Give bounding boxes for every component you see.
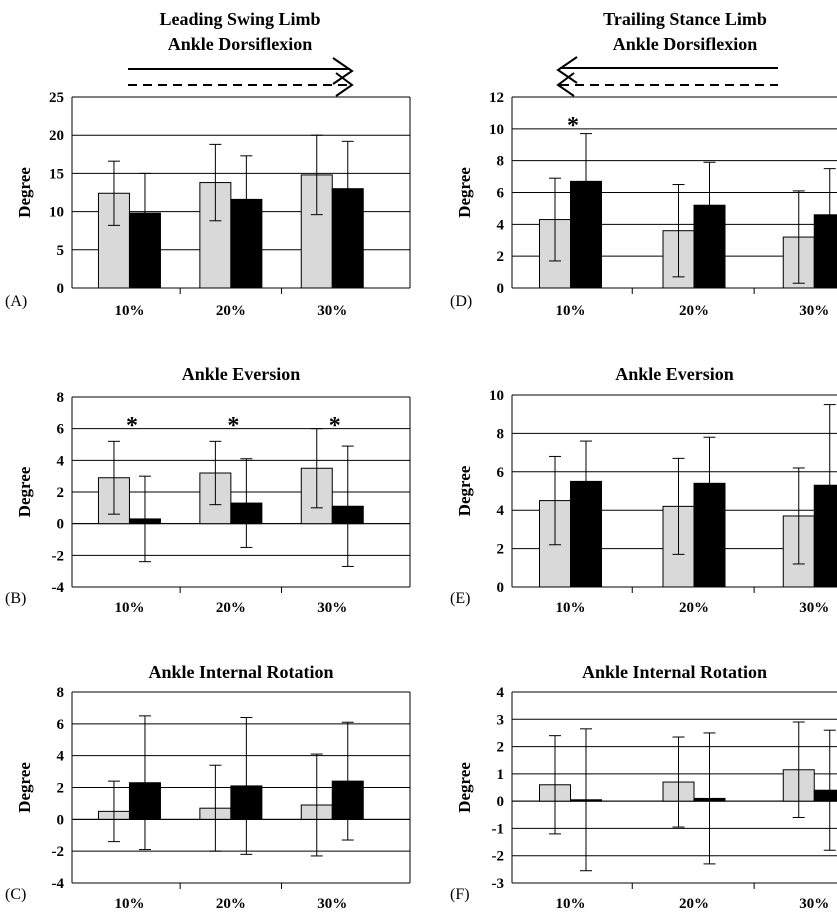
y-tick-label: -4 (52, 580, 65, 596)
y-tick-label: 2 (497, 542, 505, 558)
y-tick-label: 2 (497, 249, 505, 265)
x-tick-label: 10% (114, 896, 144, 912)
panel-label: (B) (5, 590, 26, 607)
y-axis-label: Degree (455, 167, 474, 218)
x-tick-label: 20% (679, 600, 709, 616)
y-tick-label: 0 (57, 517, 65, 533)
y-tick-label: 4 (497, 685, 505, 701)
right-header: Trailing Stance Limb Ankle Dorsiflexion (603, 9, 767, 54)
significance-marker: * (329, 413, 341, 439)
y-tick-label: 2 (57, 485, 65, 501)
y-tick-label: 2 (57, 781, 65, 797)
chart-panel-c: Ankle Internal Rotation -4 -2 0 2 4 6 8 10% 20% 30… (5, 662, 411, 912)
y-tick-label: 0 (57, 281, 65, 297)
significance-marker: * (567, 113, 579, 139)
y-tick-label: -2 (492, 849, 505, 865)
x-tick-label: 20% (679, 896, 709, 912)
y-tick-label: 5 (57, 243, 65, 259)
y-tick-label: 15 (49, 166, 64, 182)
y-tick-label: 4 (497, 503, 505, 519)
chart-panel-a: 0 5 10 15 20 25 10% 20% 30% Degree (A) (5, 90, 411, 319)
panel-label: (A) (5, 293, 27, 310)
y-tick-label: 6 (57, 717, 65, 733)
x-tick-label: 20% (216, 896, 246, 912)
y-axis-label: Degree (455, 762, 474, 813)
significance-marker: * (126, 413, 138, 439)
y-tick-label: 10 (49, 205, 64, 221)
right-arrow-icon (128, 57, 354, 97)
x-tick-label: 10% (556, 896, 586, 912)
x-tick-label: 20% (679, 303, 709, 319)
x-tick-label: 30% (317, 896, 347, 912)
y-axis-label: Degree (15, 762, 34, 813)
left-header-line-2: Ankle Dorsiflexion (168, 34, 313, 54)
y-tick-label: 4 (497, 217, 505, 233)
bar-series-2-30pct (813, 214, 837, 289)
right-header-line-2: Ankle Dorsiflexion (613, 34, 758, 54)
chart-panel-b: Ankle Eversion -4 -2 0 2 4 6 8 10% * 20% * 30% * Degre… (5, 364, 411, 616)
significance-marker: * (227, 413, 239, 439)
y-tick-label: 4 (57, 749, 65, 765)
chart-title: Ankle Internal Rotation (148, 662, 333, 682)
bar-series-2-30pct (813, 484, 837, 588)
y-tick-label: 2 (497, 740, 505, 756)
y-tick-label: 10 (489, 388, 504, 404)
panel-label: (E) (450, 590, 470, 607)
x-tick-label: 30% (799, 896, 829, 912)
chart-panel-e: Ankle Eversion 0 2 4 6 8 10 10% 20% 30% Degree (E) (450, 364, 837, 616)
y-tick-label: -2 (52, 844, 65, 860)
y-tick-label: 10 (489, 122, 504, 138)
chart-title: Ankle Eversion (182, 364, 301, 384)
y-axis-label: Degree (15, 167, 34, 218)
x-tick-label: 30% (799, 600, 829, 616)
x-tick-label: 30% (317, 600, 347, 616)
right-header-line-1: Trailing Stance Limb (603, 9, 767, 29)
y-tick-label: 4 (57, 453, 65, 469)
y-tick-label: 8 (497, 426, 505, 442)
x-tick-label: 30% (799, 303, 829, 319)
chart-panel-f: Ankle Internal Rotation -3 -2 -1 0 1 2 3 4 10% 20%… (450, 662, 837, 912)
panel-label: (C) (5, 886, 26, 903)
x-tick-label: 30% (317, 303, 347, 319)
chart-panel-d: 0 2 4 6 8 10 12 10% * 20% 30% Degree (D) (450, 90, 837, 319)
y-tick-label: 3 (497, 712, 505, 728)
left-header-line-1: Leading Swing Limb (159, 9, 320, 29)
y-tick-label: 6 (497, 465, 505, 481)
x-tick-label: 20% (216, 303, 246, 319)
y-axis-label: Degree (455, 465, 474, 516)
y-tick-label: -1 (492, 821, 505, 837)
y-tick-label: 0 (497, 794, 505, 810)
y-tick-label: -4 (52, 876, 65, 892)
left-arrow-icon (556, 56, 778, 97)
panel-label: (D) (450, 293, 472, 310)
y-tick-label: 12 (489, 90, 504, 106)
y-tick-label: 6 (57, 422, 65, 438)
y-tick-label: 6 (497, 186, 505, 202)
y-tick-label: -2 (52, 548, 65, 564)
left-header: Leading Swing Limb Ankle Dorsiflexion (159, 9, 320, 54)
x-tick-label: 10% (556, 303, 586, 319)
y-axis-label: Degree (15, 466, 34, 517)
y-tick-label: 0 (57, 812, 65, 828)
chart-title: Ankle Internal Rotation (582, 662, 767, 682)
y-tick-label: 0 (497, 281, 505, 297)
x-tick-label: 20% (216, 600, 246, 616)
y-tick-label: 8 (57, 685, 65, 701)
y-tick-label: 8 (497, 154, 505, 170)
y-tick-label: 0 (497, 580, 505, 596)
bar-series-2-30pct (813, 789, 837, 802)
chart-title: Ankle Eversion (615, 364, 734, 384)
y-tick-label: 20 (49, 128, 64, 144)
x-tick-label: 10% (556, 600, 586, 616)
x-tick-label: 10% (114, 600, 144, 616)
panel-label: (F) (450, 886, 470, 903)
y-tick-label: 8 (57, 390, 65, 406)
y-tick-label: 25 (49, 90, 64, 106)
y-tick-label: -3 (492, 876, 505, 892)
y-tick-label: 1 (497, 767, 505, 783)
x-tick-label: 10% (114, 303, 144, 319)
